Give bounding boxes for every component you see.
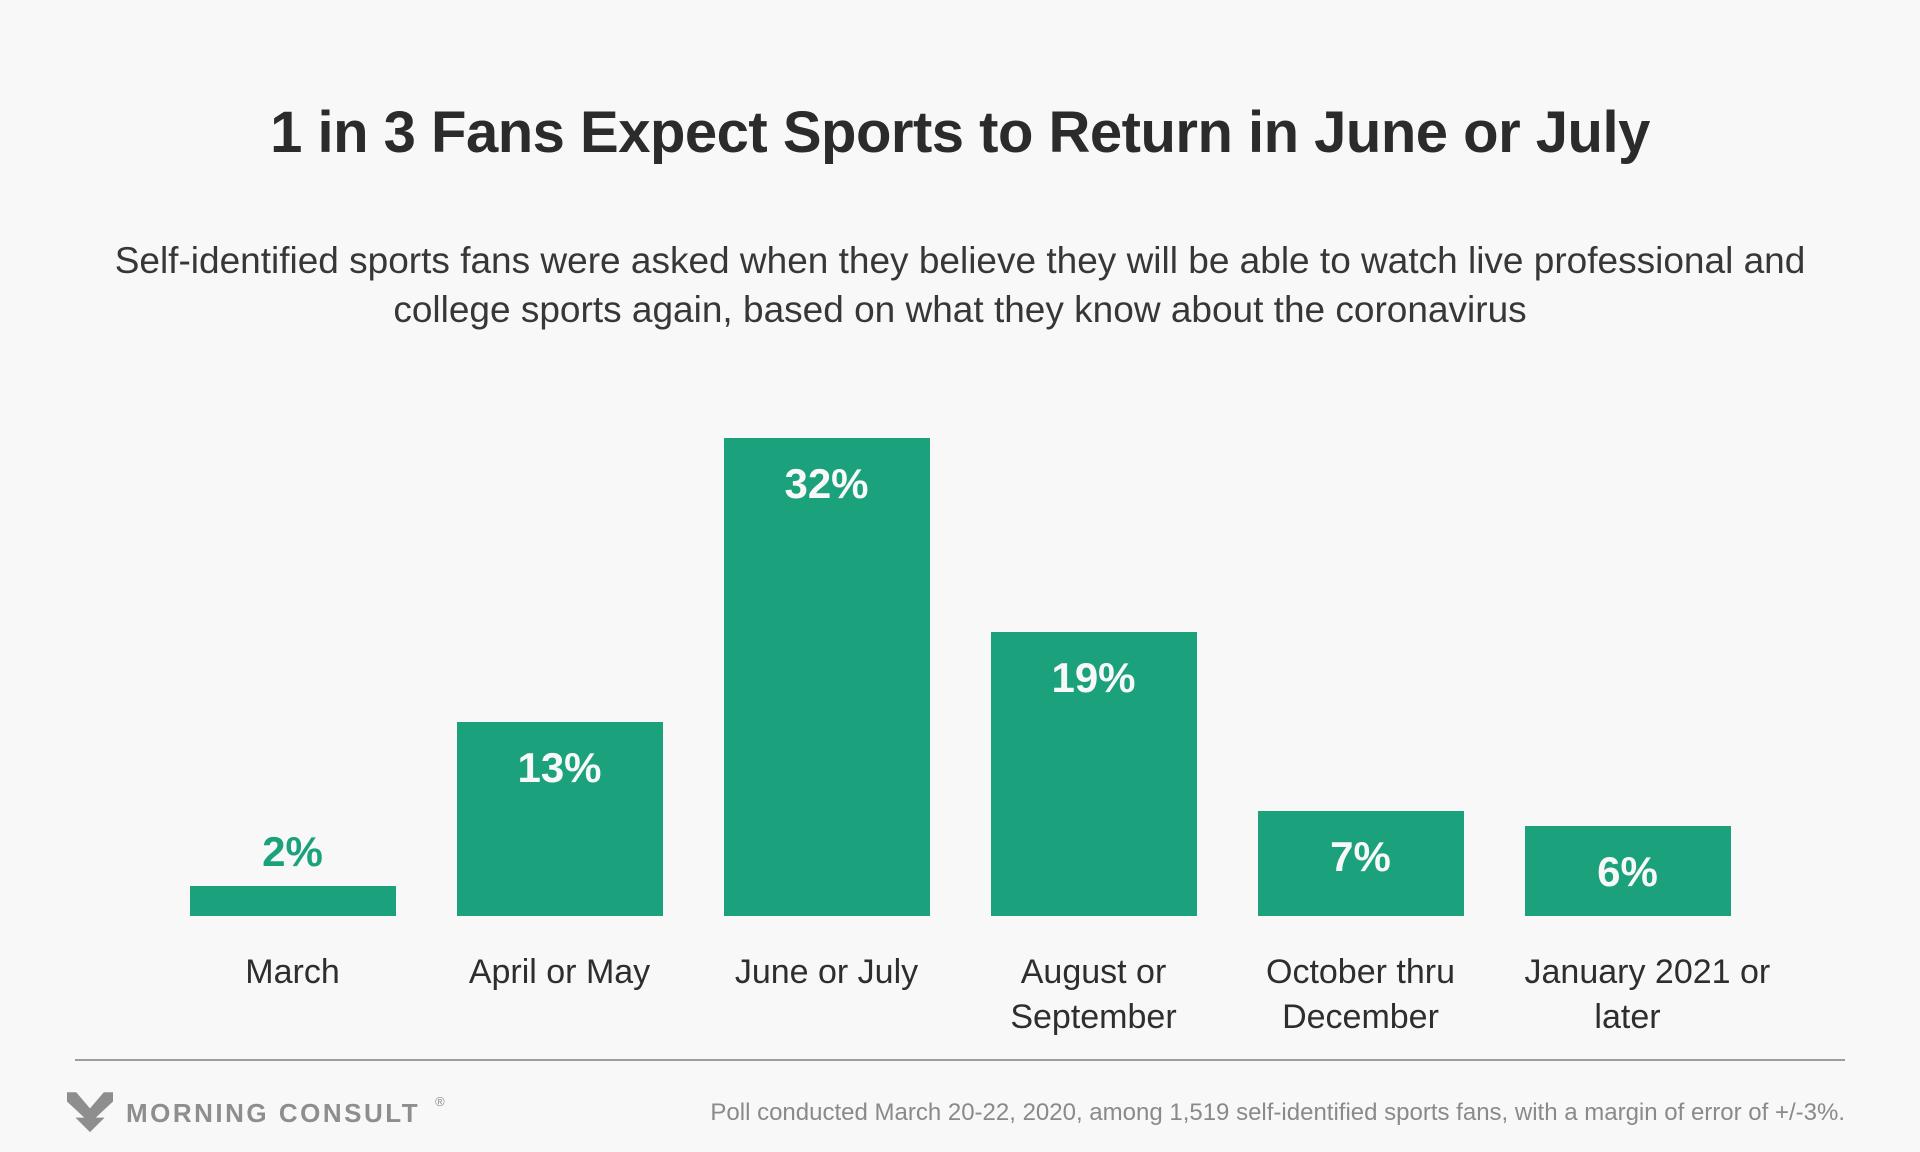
bar-column-april-or-may: 13% [456, 722, 663, 916]
bar-value-label: 19% [1051, 654, 1136, 701]
brand-name: MORNING CONSULT [126, 1097, 421, 1128]
bar-column-october-thru-december: 7% [1257, 811, 1464, 916]
category-label-august-or-september: August or September [1010, 953, 1177, 1036]
bar-value-label: 32% [784, 460, 869, 507]
chart-subtitle: Self-identified sports fans were asked w… [114, 240, 1806, 330]
bar-august-or-september: 19% [990, 632, 1197, 916]
bar-chart: 2% 13% 32% 19% 7% 6% [0, 438, 1920, 916]
brand-logo: MORNING CONSULT ® [67, 1092, 445, 1134]
poll-note: Poll conducted March 20-22, 2020, among … [710, 1099, 1845, 1126]
bar-column-august-or-september: 19% [990, 632, 1197, 916]
chart-title: 1 in 3 Fans Expect Sports to Return in J… [270, 100, 1650, 165]
bar-value-label: 13% [517, 744, 602, 791]
category-label-october-thru-december: October thru December [1266, 953, 1455, 1036]
category-label-june-or-july: June or July [734, 953, 919, 991]
bar-value-label: 6% [1597, 848, 1658, 895]
bar-column-january-2021-or-later: 6% [1524, 826, 1731, 916]
bar-october-thru-december: 7% [1257, 811, 1464, 916]
category-labels-row: March April or May June or July August or Se… [0, 950, 1920, 1040]
bar-column-june-or-july: 32% [723, 438, 930, 916]
category-label-april-or-may: April or May [468, 953, 651, 991]
registered-trademark-symbol: ® [435, 1094, 445, 1109]
footer: MORNING CONSULT ® Poll conducted March 2… [67, 1086, 1845, 1140]
footer-divider [75, 1059, 1845, 1061]
bar-june-or-july: 32% [723, 438, 930, 916]
bar-column-march: 2% [189, 828, 396, 916]
bar-value-label: 2% [262, 828, 323, 875]
category-label-march: March [245, 953, 340, 991]
bar-value-label: 7% [1330, 833, 1391, 880]
category-label-january-2021-or-later: January 2021 or later [1524, 953, 1771, 1036]
morning-consult-m-icon [67, 1092, 113, 1134]
bar-april-or-may: 13% [456, 722, 663, 916]
bar-march [189, 886, 396, 916]
bar-january-2021-or-later: 6% [1524, 826, 1731, 916]
